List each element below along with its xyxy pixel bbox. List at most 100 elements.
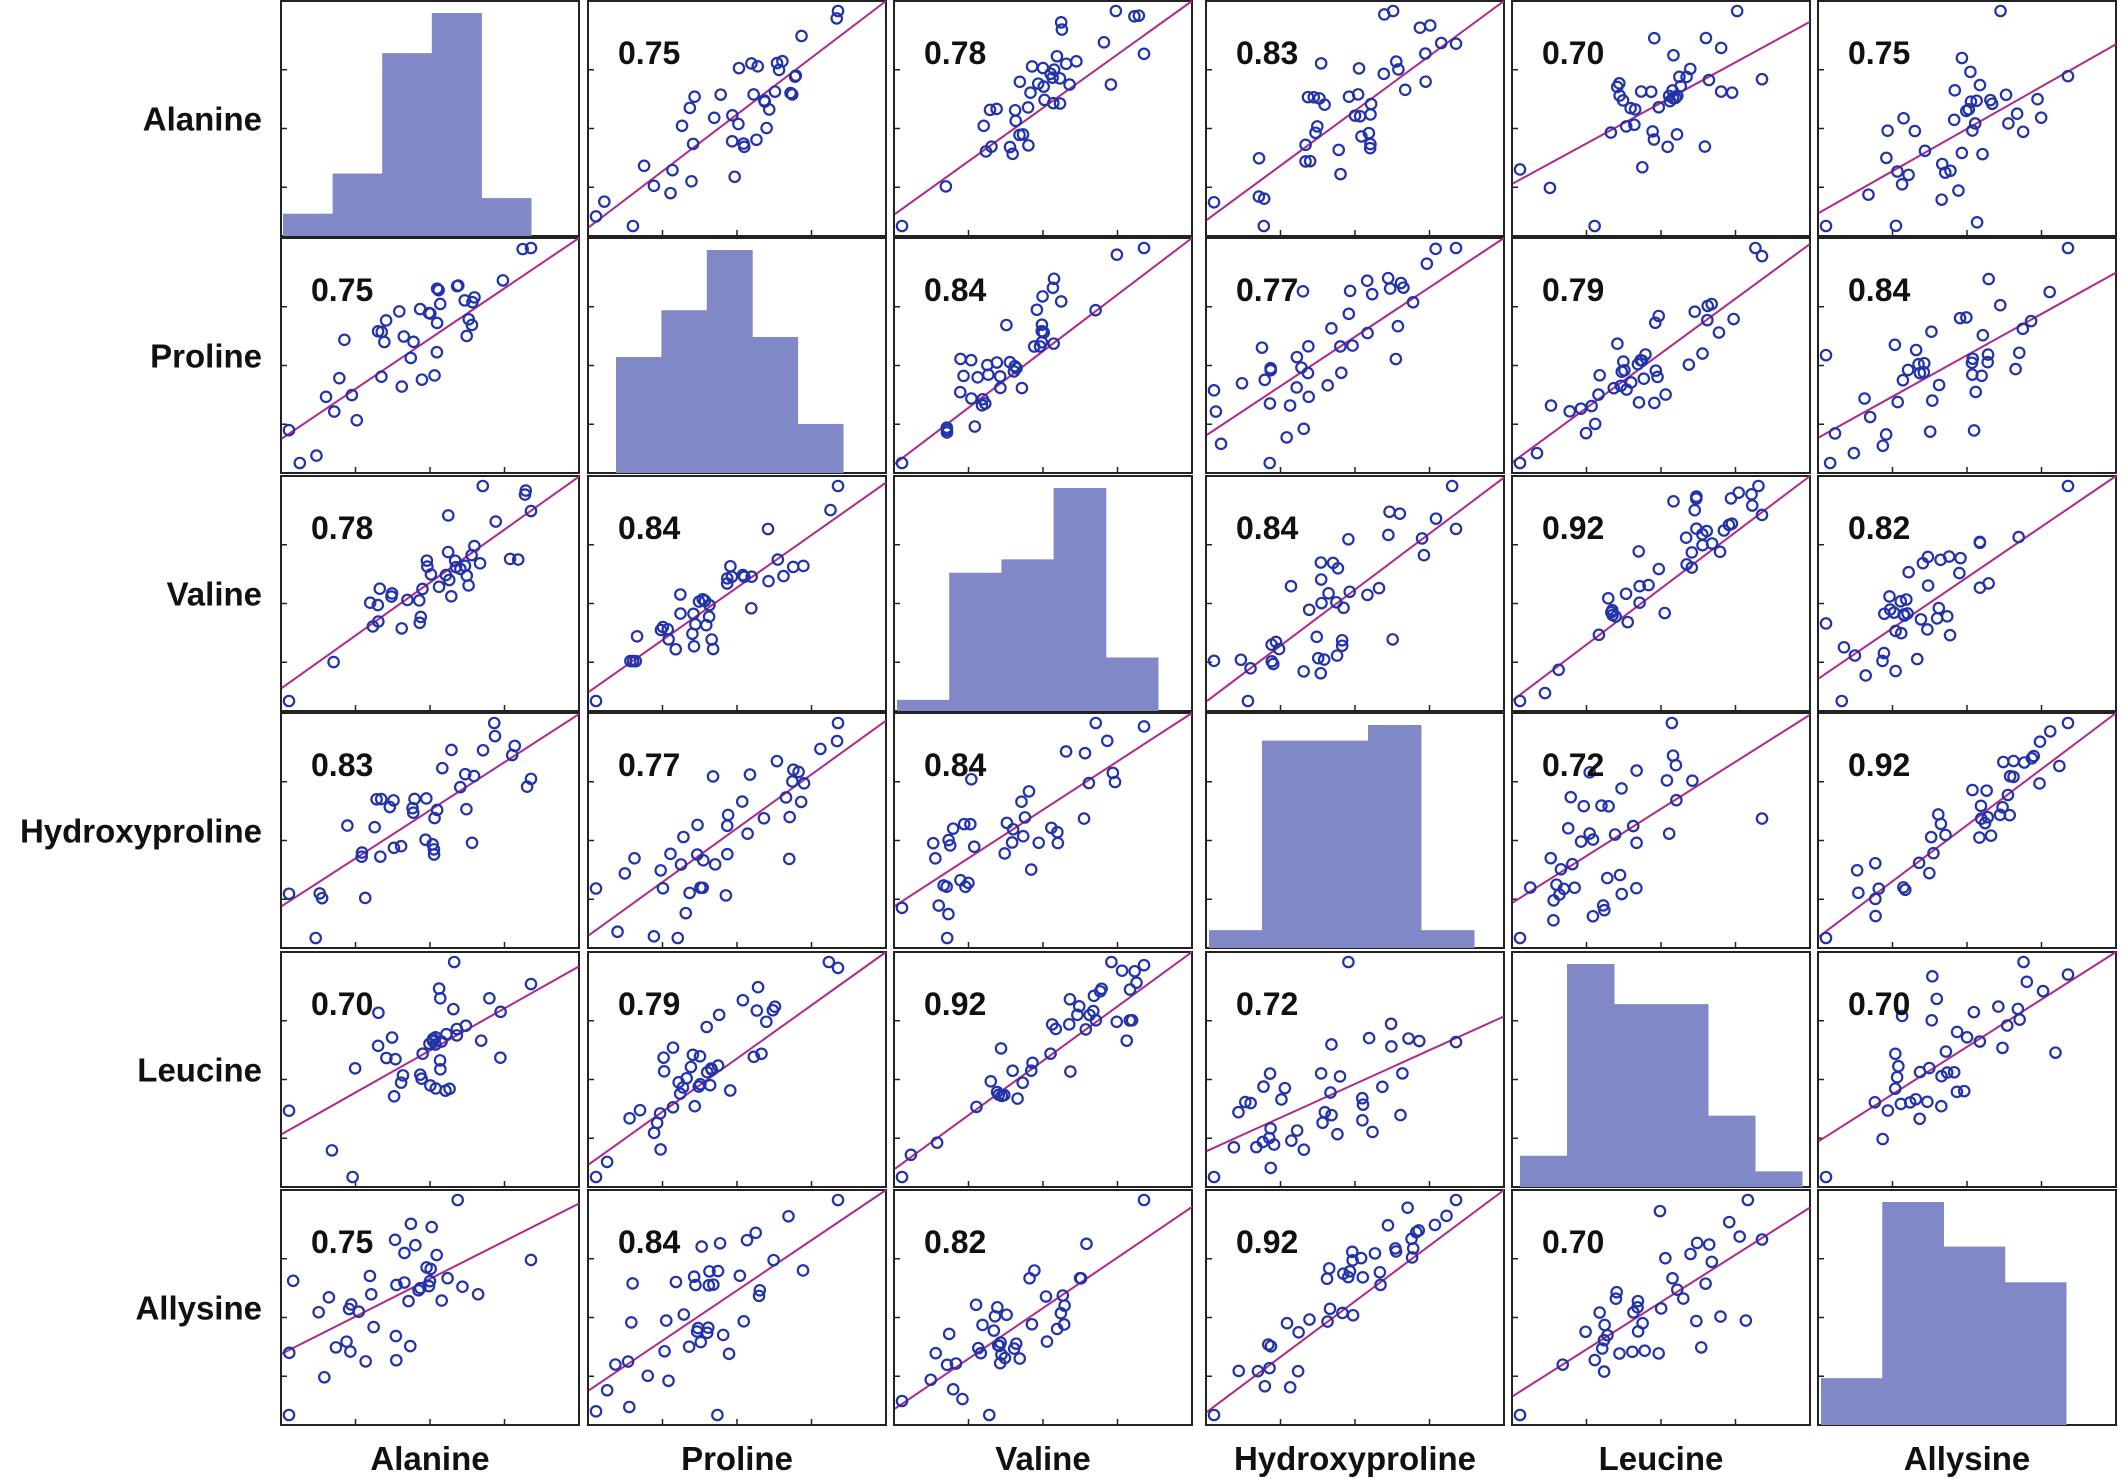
data-point	[1828, 427, 1842, 440]
data-point	[1360, 274, 1374, 288]
data-point	[1667, 48, 1680, 62]
data-point	[782, 1209, 795, 1223]
histogram-bar	[1567, 964, 1615, 1187]
data-point	[1315, 596, 1328, 610]
data-point	[1330, 649, 1344, 662]
correlation-label: 0.70	[1848, 986, 1910, 1022]
data-point	[1960, 311, 1973, 324]
data-point	[942, 907, 955, 921]
data-point	[997, 1088, 1011, 1102]
data-point	[1892, 1059, 1905, 1073]
data-point	[658, 1344, 671, 1358]
data-point	[1006, 147, 1019, 161]
cell-leucine-vs-valine: 0.92	[893, 951, 1193, 1188]
data-point	[1008, 103, 1022, 117]
data-point	[1913, 1112, 1927, 1126]
data-point	[409, 1238, 422, 1252]
data-point	[425, 1220, 439, 1234]
data-point	[389, 1052, 402, 1066]
data-point	[666, 1100, 680, 1114]
data-point	[777, 569, 790, 583]
data-point	[600, 1383, 614, 1397]
scatter-points	[895, 716, 1151, 945]
data-point	[1314, 1067, 1328, 1080]
data-point	[1007, 365, 1021, 378]
data-point	[313, 887, 327, 900]
data-point	[1132, 9, 1146, 22]
histogram-bar	[431, 13, 482, 236]
data-point	[1384, 1017, 1398, 1031]
data-point	[1106, 766, 1120, 780]
data-point	[433, 297, 447, 311]
data-point	[736, 568, 750, 582]
data-point	[2034, 111, 2048, 124]
data-point	[770, 56, 784, 70]
cell-allysine-vs-leucine: 0.70	[1511, 1189, 1811, 1426]
data-point	[1406, 295, 1420, 309]
fit-line	[1818, 712, 2117, 938]
data-point	[1123, 983, 1137, 996]
data-point	[687, 607, 700, 621]
data-point	[476, 743, 490, 757]
data-point	[1449, 37, 1463, 50]
data-point	[1105, 955, 1118, 969]
correlation-label: 0.78	[924, 35, 986, 71]
data-point	[2017, 955, 2030, 969]
scatter-points	[282, 1193, 538, 1422]
data-point	[1366, 1125, 1379, 1139]
data-point	[1331, 1127, 1344, 1141]
data-point	[979, 145, 993, 158]
data-point	[830, 12, 844, 25]
data-point	[430, 345, 444, 359]
data-point	[1639, 348, 1652, 361]
data-point	[2020, 975, 2034, 989]
data-point	[447, 1002, 460, 1016]
data-point	[981, 358, 994, 372]
scatter-points	[589, 716, 845, 945]
data-point	[1082, 776, 1096, 790]
data-point	[398, 1246, 411, 1260]
data-point	[1078, 746, 1092, 760]
data-point	[701, 1321, 715, 1335]
data-point	[1013, 1352, 1027, 1365]
data-point	[991, 1339, 1005, 1352]
data-point	[1652, 309, 1666, 323]
data-point	[711, 1059, 725, 1072]
scatter-points	[282, 716, 538, 945]
data-point	[750, 1004, 764, 1017]
histogram-bar	[1209, 930, 1263, 948]
correlation-label: 0.75	[311, 1224, 373, 1260]
data-point	[1257, 192, 1271, 205]
correlation-label: 0.82	[1848, 510, 1910, 546]
data-point	[1925, 1014, 1939, 1027]
data-point	[831, 1193, 845, 1207]
data-point	[358, 891, 372, 905]
correlation-label: 0.77	[618, 747, 680, 783]
data-point	[1619, 587, 1633, 601]
data-point	[702, 610, 716, 624]
data-point	[355, 850, 368, 863]
data-point	[1238, 1095, 1252, 1109]
data-point	[1283, 1381, 1297, 1394]
data-point	[1355, 1091, 1369, 1105]
data-point	[1006, 822, 1020, 836]
data-point	[1284, 579, 1298, 593]
data-point	[1314, 573, 1328, 586]
data-point	[732, 61, 746, 75]
data-point	[380, 1051, 393, 1065]
data-point	[1659, 1251, 1672, 1265]
data-point	[618, 867, 632, 880]
data-point	[1642, 578, 1655, 592]
data-point	[987, 1324, 1001, 1337]
cell-frame	[1511, 1189, 1811, 1426]
data-point	[993, 1356, 1007, 1370]
data-point	[691, 818, 704, 832]
data-point	[1967, 424, 1981, 437]
data-point	[1667, 495, 1680, 508]
data-point	[929, 852, 942, 865]
data-point	[994, 1336, 1007, 1349]
row-label-leucine: Leucine	[137, 1052, 262, 1089]
data-point	[1097, 36, 1111, 49]
data-point	[1310, 630, 1324, 644]
data-point	[676, 1081, 690, 1094]
